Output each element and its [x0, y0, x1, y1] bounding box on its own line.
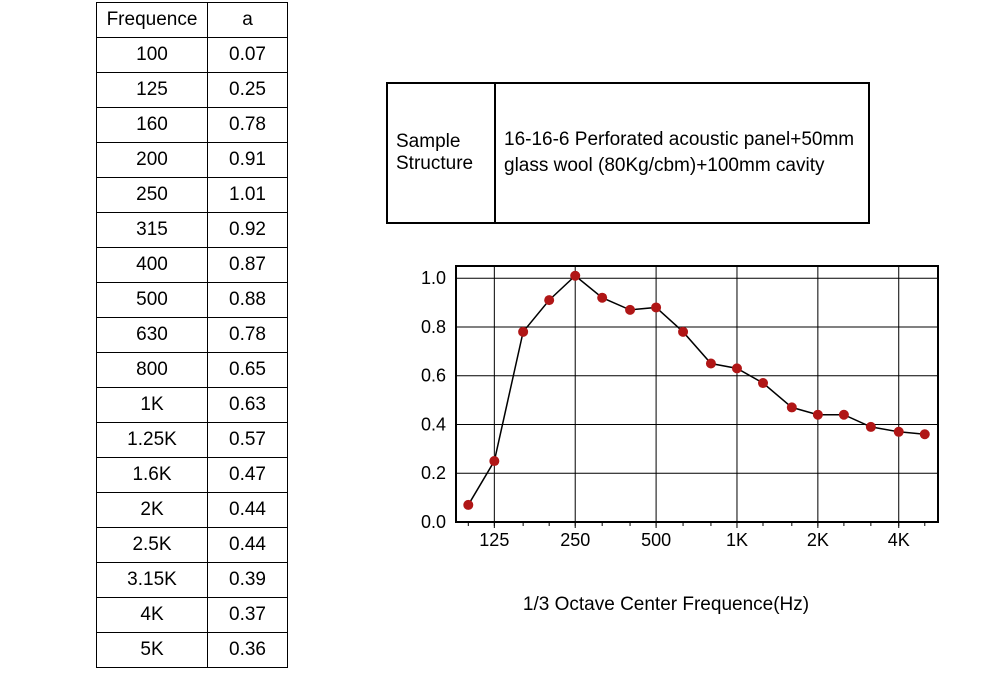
- data-point: [489, 456, 499, 466]
- table-cell: 0.44: [208, 528, 288, 563]
- table-row: 2000.91: [97, 143, 288, 178]
- y-tick-label: 0.2: [421, 463, 446, 483]
- table-cell: 1.6K: [97, 458, 208, 493]
- table-row: 3150.92: [97, 213, 288, 248]
- table-cell: 315: [97, 213, 208, 248]
- data-point: [463, 500, 473, 510]
- table-row: 8000.65: [97, 353, 288, 388]
- table-row: 1.25K0.57: [97, 423, 288, 458]
- table-row: 1600.78: [97, 108, 288, 143]
- y-tick-label: 0.0: [421, 512, 446, 532]
- table-row: 4000.87: [97, 248, 288, 283]
- table-cell: 4K: [97, 598, 208, 633]
- table-cell: 0.88: [208, 283, 288, 318]
- x-tick-label: 500: [641, 530, 671, 550]
- table-cell: 0.92: [208, 213, 288, 248]
- chart-svg: 0.0 0.2 0.4 0.6 0.8 1.0 125 250 500 1K 2K 4K: [386, 262, 946, 562]
- table-cell: 0.44: [208, 493, 288, 528]
- data-point: [570, 271, 580, 281]
- table-cell: 0.78: [208, 108, 288, 143]
- table-row: 1000.07: [97, 38, 288, 73]
- data-point: [894, 427, 904, 437]
- table-cell: 1.25K: [97, 423, 208, 458]
- x-tick-label: 2K: [807, 530, 829, 550]
- table-row: 5000.88: [97, 283, 288, 318]
- table-cell: 2.5K: [97, 528, 208, 563]
- table-cell: 5K: [97, 633, 208, 668]
- table-cell: 0.36: [208, 633, 288, 668]
- col-header-frequence: Frequence: [97, 3, 208, 38]
- table-cell: 400: [97, 248, 208, 283]
- table-row: 2K0.44: [97, 493, 288, 528]
- table-cell: 0.39: [208, 563, 288, 598]
- y-tick-label: 0.6: [421, 366, 446, 386]
- table-cell: 0.65: [208, 353, 288, 388]
- table-cell: 0.07: [208, 38, 288, 73]
- x-tick-label: 125: [479, 530, 509, 550]
- table-cell: 0.47: [208, 458, 288, 493]
- table-cell: 0.57: [208, 423, 288, 458]
- table-row: 5K0.36: [97, 633, 288, 668]
- table-cell: 0.91: [208, 143, 288, 178]
- x-tick-label: 1K: [726, 530, 748, 550]
- table-cell: 160: [97, 108, 208, 143]
- table-cell: 0.25: [208, 73, 288, 108]
- y-tick-label: 0.8: [421, 317, 446, 337]
- table-cell: 630: [97, 318, 208, 353]
- table-row: 6300.78: [97, 318, 288, 353]
- info-label: Sample Structure: [387, 83, 495, 223]
- data-point: [597, 293, 607, 303]
- data-point: [518, 327, 528, 337]
- table-cell: 125: [97, 73, 208, 108]
- table-cell: 0.37: [208, 598, 288, 633]
- table-row: 2.5K0.44: [97, 528, 288, 563]
- table-row: 3.15K0.39: [97, 563, 288, 598]
- data-point: [544, 295, 554, 305]
- data-point: [651, 302, 661, 312]
- table-cell: 200: [97, 143, 208, 178]
- col-header-a: a: [208, 3, 288, 38]
- table-cell: 500: [97, 283, 208, 318]
- absorption-chart: 0.0 0.2 0.4 0.6 0.8 1.0 125 250 500 1K 2K 4K 1/3 Oc…: [386, 262, 946, 622]
- table-cell: 0.78: [208, 318, 288, 353]
- table-cell: 0.87: [208, 248, 288, 283]
- table-row: 1250.25: [97, 73, 288, 108]
- table-cell: 2K: [97, 493, 208, 528]
- x-axis-title: 1/3 Octave Center Frequence(Hz): [386, 594, 946, 616]
- info-value: 16-16-6 Perforated acoustic panel+50mm g…: [495, 83, 869, 223]
- table-row: 1K0.63: [97, 388, 288, 423]
- sample-structure-box: Sample Structure 16-16-6 Perforated acou…: [386, 82, 870, 224]
- table-cell: 0.63: [208, 388, 288, 423]
- data-point: [678, 327, 688, 337]
- data-point: [625, 305, 635, 315]
- data-point: [758, 378, 768, 388]
- data-point: [839, 410, 849, 420]
- x-tick-label: 4K: [888, 530, 910, 550]
- data-point: [787, 402, 797, 412]
- table-cell: 3.15K: [97, 563, 208, 598]
- table-row: 1.6K0.47: [97, 458, 288, 493]
- table-row: 4K0.37: [97, 598, 288, 633]
- table-cell: 800: [97, 353, 208, 388]
- data-point: [813, 410, 823, 420]
- y-tick-label: 0.4: [421, 414, 446, 434]
- table-cell: 250: [97, 178, 208, 213]
- data-point: [866, 422, 876, 432]
- table-cell: 100: [97, 38, 208, 73]
- data-point: [920, 429, 930, 439]
- table-cell: 1K: [97, 388, 208, 423]
- table-row: 2501.01: [97, 178, 288, 213]
- x-tick-label: 250: [560, 530, 590, 550]
- frequency-table: Frequence a 1000.071250.251600.782000.91…: [96, 2, 288, 668]
- y-tick-label: 1.0: [421, 268, 446, 288]
- data-point: [732, 363, 742, 373]
- table-cell: 1.01: [208, 178, 288, 213]
- data-point: [706, 359, 716, 369]
